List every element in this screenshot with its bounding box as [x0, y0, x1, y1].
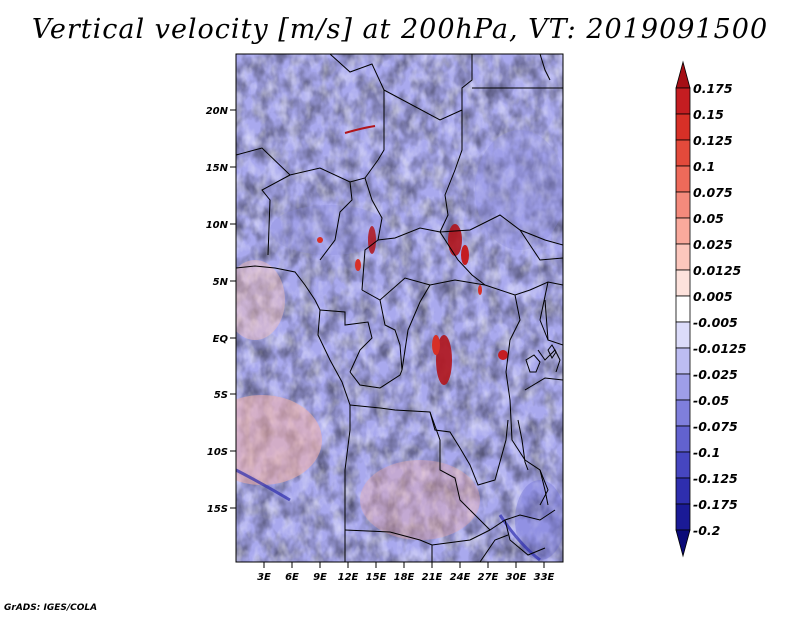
colorbar-label: -0.1 — [693, 445, 720, 460]
velocity-field — [236, 54, 563, 562]
map-frame — [235, 53, 564, 563]
colorbar-label: 0.05 — [693, 211, 724, 226]
colorbar-label: 0.025 — [693, 237, 733, 252]
lon-label: 6E — [285, 572, 299, 583]
colorbar-swatch — [675, 503, 691, 531]
lon-label: 15E — [366, 572, 387, 583]
colorbar-swatch — [675, 347, 691, 375]
colorbar-label: 0.005 — [693, 289, 733, 304]
colorbar-label: -0.05 — [693, 393, 729, 408]
colorbar-swatch — [675, 165, 691, 193]
colorbar-swatch — [675, 425, 691, 453]
colorbar-label: -0.2 — [693, 523, 720, 538]
colorbar-label: -0.125 — [693, 471, 738, 486]
lat-label: 5S — [214, 390, 228, 401]
colorbar-label: -0.175 — [693, 497, 738, 512]
colorbar-swatch — [675, 217, 691, 245]
lon-label: 21E — [422, 572, 443, 583]
lon-label: 18E — [394, 572, 415, 583]
colorbar-arrow-bottom — [675, 529, 691, 558]
lat-label: 5N — [213, 277, 229, 288]
colorbar-swatch — [675, 191, 691, 219]
colorbar-swatch — [675, 87, 691, 115]
lat-label: EQ — [213, 334, 229, 345]
convective-cores — [236, 125, 541, 562]
footer-credit: GrADS: IGES/COLA — [4, 603, 98, 613]
lon-label: 9E — [313, 572, 327, 583]
colorbar-label: -0.0125 — [693, 341, 747, 356]
colorbar-label: 0.175 — [693, 81, 733, 96]
colorbar-swatch — [675, 399, 691, 427]
colorbar-label: 0.0125 — [693, 263, 742, 278]
colorbar-label: -0.005 — [693, 315, 738, 330]
colorbar-label: 0.15 — [693, 107, 724, 122]
colorbar-swatch — [675, 139, 691, 167]
lon-label: 3E — [257, 572, 271, 583]
latitude-axis: 20N 15N 10N 5N EQ 5S 10S 15S — [206, 106, 236, 515]
colorbar-label: -0.075 — [693, 419, 738, 434]
colorbar-swatch — [675, 321, 691, 349]
colorbar-swatch — [675, 243, 691, 271]
colorbar-label: 0.125 — [693, 133, 733, 148]
lat-label: 15S — [207, 504, 228, 515]
colorbar-arrow-top — [675, 60, 691, 89]
colorbar-label: 0.1 — [693, 159, 715, 174]
lon-label: 30E — [506, 572, 527, 583]
colorbar: 0.175 0.15 0.125 0.1 0.075 0.05 0.025 0.0125 0.0… — [675, 60, 747, 558]
lon-label: 33E — [534, 572, 555, 583]
lon-label: 27E — [478, 572, 499, 583]
colorbar-swatch — [675, 295, 691, 323]
colorbar-label: -0.025 — [693, 367, 738, 382]
lon-label: 12E — [338, 572, 359, 583]
lat-label: 15N — [206, 163, 229, 174]
colorbar-swatch — [675, 477, 691, 505]
colorbar-label: 0.075 — [693, 185, 733, 200]
country-borders — [236, 54, 563, 562]
map-title: Vertical velocity [m/s] at 200hPa, VT: 2… — [31, 14, 769, 45]
longitude-axis: 3E 6E 9E 12E 15E 18E 21E 24E 27E 30E 33E — [257, 562, 555, 583]
colorbar-swatch — [675, 451, 691, 479]
colorbar-swatch — [675, 113, 691, 141]
lat-label: 10S — [207, 447, 228, 458]
lat-label: 20N — [206, 106, 229, 117]
colorbar-swatch — [675, 269, 691, 297]
lon-label: 24E — [450, 572, 471, 583]
lat-label: 10N — [206, 220, 229, 231]
colorbar-swatch — [675, 373, 691, 401]
